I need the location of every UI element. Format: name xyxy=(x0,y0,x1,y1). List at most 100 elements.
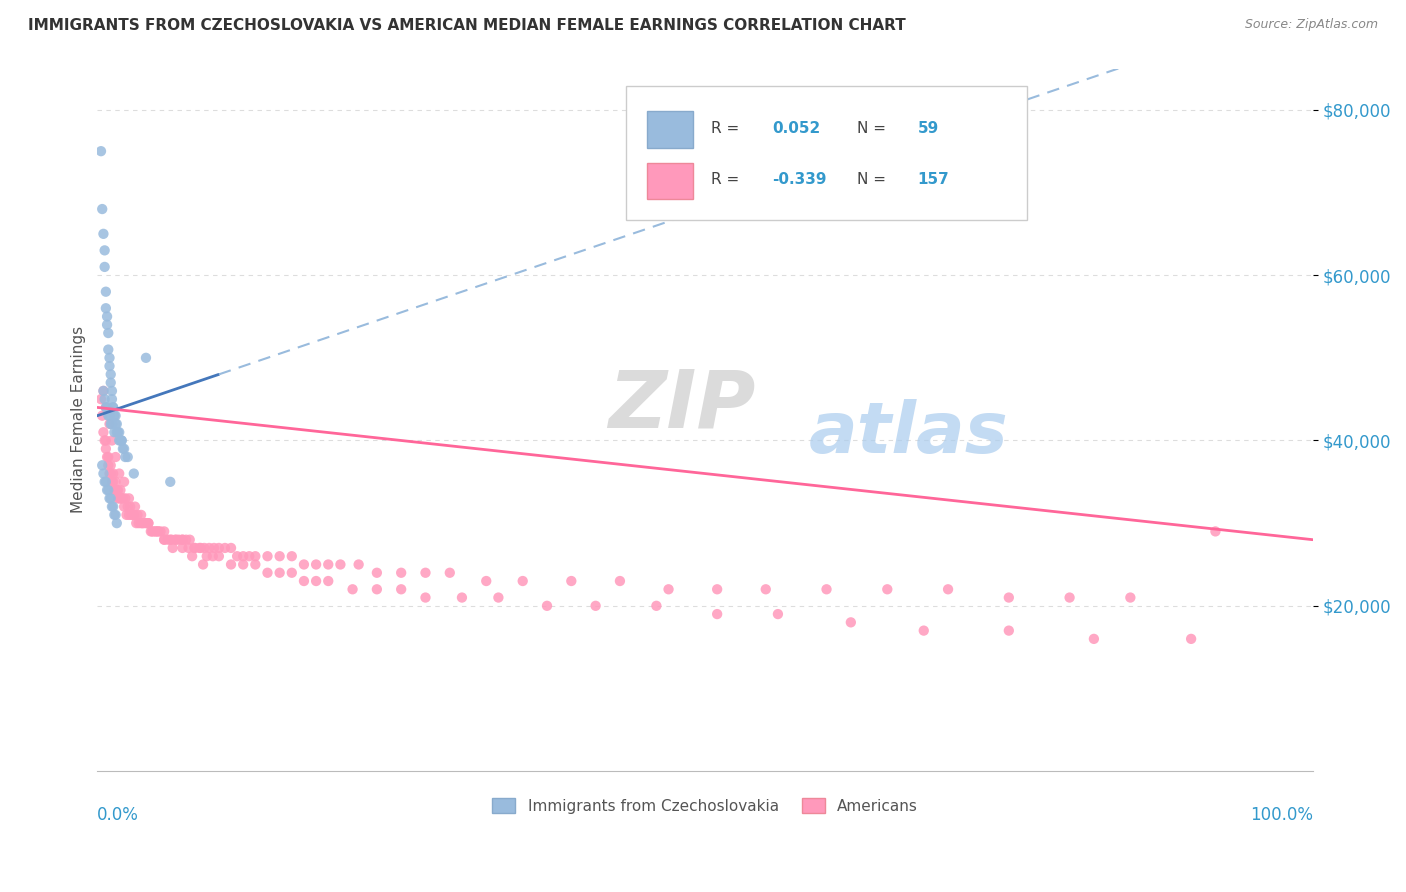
Point xyxy=(97,409,120,423)
Text: 59: 59 xyxy=(918,120,939,136)
Point xyxy=(998,624,1021,638)
Point xyxy=(98,351,121,365)
Point xyxy=(90,392,112,406)
Point xyxy=(135,516,157,530)
Point xyxy=(91,409,114,423)
Point xyxy=(512,574,534,588)
Point xyxy=(118,491,141,506)
Point xyxy=(292,558,315,572)
Point xyxy=(103,425,125,440)
Point xyxy=(486,591,509,605)
Text: 0.0%: 0.0% xyxy=(97,806,139,824)
Point xyxy=(104,475,127,489)
Point xyxy=(93,425,115,440)
Point xyxy=(936,582,959,597)
Point xyxy=(912,624,935,638)
Point xyxy=(100,467,122,481)
Point xyxy=(292,574,315,588)
Point xyxy=(117,500,139,514)
Point xyxy=(142,524,165,539)
Point xyxy=(93,260,115,274)
Point xyxy=(188,541,211,555)
Point xyxy=(98,491,121,506)
Point xyxy=(316,574,339,588)
Point xyxy=(347,558,370,572)
Point xyxy=(131,516,153,530)
Text: N =: N = xyxy=(856,120,891,136)
Point xyxy=(93,227,115,241)
Point xyxy=(1059,591,1081,605)
Point xyxy=(146,524,169,539)
Point xyxy=(107,425,129,440)
Point xyxy=(174,533,197,547)
Point xyxy=(179,533,201,547)
Point xyxy=(94,442,117,456)
Point xyxy=(107,491,129,506)
Point xyxy=(159,533,181,547)
Point xyxy=(112,500,135,514)
FancyBboxPatch shape xyxy=(626,87,1026,219)
Point xyxy=(96,483,118,497)
Point xyxy=(108,425,131,440)
Point xyxy=(100,458,122,473)
Point xyxy=(111,434,134,448)
Point xyxy=(316,558,339,572)
Point xyxy=(96,450,118,464)
Point xyxy=(100,491,122,506)
Point xyxy=(101,392,124,406)
Point xyxy=(117,450,139,464)
Point xyxy=(103,508,125,522)
Point xyxy=(98,359,121,373)
Point xyxy=(269,566,291,580)
Point xyxy=(706,607,728,621)
Point xyxy=(195,549,218,564)
Point xyxy=(585,599,607,613)
Point xyxy=(609,574,631,588)
Point xyxy=(96,318,118,332)
Point xyxy=(104,409,127,423)
Point xyxy=(245,549,267,564)
Point xyxy=(111,442,134,456)
Point xyxy=(94,434,117,448)
Point xyxy=(101,417,124,431)
Point xyxy=(451,591,474,605)
Point xyxy=(101,434,124,448)
Point xyxy=(167,533,190,547)
Point xyxy=(998,591,1021,605)
Point xyxy=(1083,632,1105,646)
Point xyxy=(159,475,181,489)
Text: IMMIGRANTS FROM CZECHOSLOVAKIA VS AMERICAN MEDIAN FEMALE EARNINGS CORRELATION CH: IMMIGRANTS FROM CZECHOSLOVAKIA VS AMERIC… xyxy=(28,18,905,33)
Point xyxy=(156,533,179,547)
Point xyxy=(1180,632,1202,646)
Point xyxy=(153,524,176,539)
Text: N =: N = xyxy=(856,172,891,187)
Point xyxy=(191,558,214,572)
Point xyxy=(876,582,898,597)
Point xyxy=(214,541,236,555)
Point xyxy=(122,467,145,481)
Point xyxy=(97,458,120,473)
Point xyxy=(208,541,231,555)
Point xyxy=(110,434,132,448)
Point xyxy=(114,491,136,506)
Point xyxy=(172,533,194,547)
Point xyxy=(172,533,194,547)
Point xyxy=(111,434,134,448)
Point xyxy=(198,541,221,555)
Text: 0.052: 0.052 xyxy=(772,120,820,136)
Point xyxy=(122,508,145,522)
Point xyxy=(118,508,141,522)
Point xyxy=(91,202,114,216)
Text: R =: R = xyxy=(711,120,744,136)
Point xyxy=(766,607,789,621)
Point xyxy=(120,500,142,514)
Point xyxy=(160,533,183,547)
Point xyxy=(153,533,176,547)
Point xyxy=(93,467,115,481)
Point xyxy=(101,500,124,514)
Point xyxy=(104,483,127,497)
Point xyxy=(98,467,121,481)
Point xyxy=(269,549,291,564)
Point xyxy=(193,541,215,555)
Point xyxy=(281,549,304,564)
